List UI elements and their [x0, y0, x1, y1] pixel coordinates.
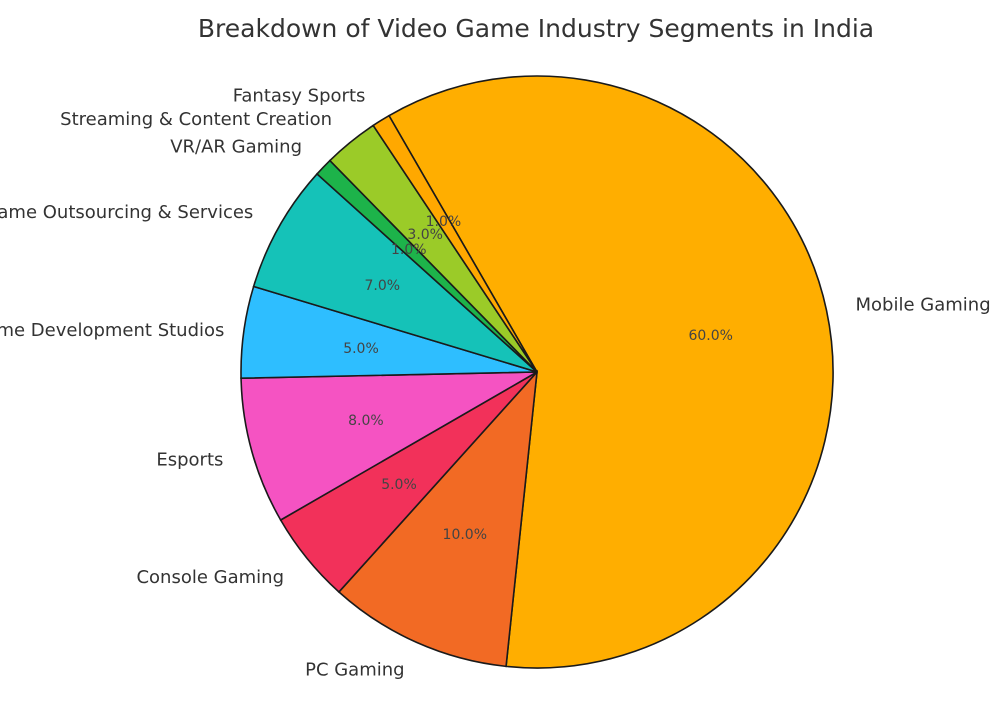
- pct-label-game-development-studios: 5.0%: [343, 341, 379, 357]
- pie-wedges: [240, 75, 834, 669]
- pie-slice-esports: [240, 371, 538, 522]
- slice-label-vr-ar-gaming: VR/AR Gaming: [170, 137, 302, 158]
- pct-label-fantasy-sports: 1.0%: [426, 214, 462, 230]
- percentage-labels: 60.0% 10.0% 5.0% 8.0% 5.0% 7.0% 1.0%3.0%1.0%: [343, 214, 733, 543]
- pie-slice-fantasy-sports: [372, 114, 538, 373]
- pie-slice-game-outsourcing-services: [252, 172, 538, 373]
- pct-label-console-gaming: 5.0%: [381, 477, 417, 493]
- pct-label-mobile-gaming: 60.0%: [688, 328, 732, 344]
- slice-label-mobile-gaming: Mobile Gaming: [856, 294, 991, 315]
- pie-slice-pc-gaming: [337, 369, 539, 668]
- slice-label-esports: Esports: [156, 450, 223, 471]
- slice-label-fantasy-sports: Fantasy Sports: [233, 85, 366, 106]
- slice-label-game-development-studios: Game Development Studios: [0, 320, 224, 341]
- pct-label-game-outsourcing-services: 7.0%: [365, 278, 401, 294]
- slice-label-console-gaming: Console Gaming: [136, 567, 284, 588]
- slice-label-pc-gaming: PC Gaming: [305, 660, 405, 681]
- pct-label-streaming-content-creation: 3.0%: [407, 227, 443, 243]
- chart-title: Breakdown of Video Game Industry Segment…: [198, 14, 874, 43]
- pct-label-vr-ar-gaming: 1.0%: [391, 242, 427, 258]
- pct-label-esports: 8.0%: [348, 413, 384, 429]
- pie-slice-mobile-gaming: [387, 75, 834, 669]
- slice-label-streaming-content-creation: Streaming & Content Creation: [60, 109, 332, 130]
- slice-label-game-outsourcing-services: Game Outsourcing & Services: [0, 202, 253, 223]
- slice-labels: Mobile Gaming PC Gaming Console Gaming Espo…: [0, 85, 991, 680]
- pct-label-pc-gaming: 10.0%: [443, 527, 487, 543]
